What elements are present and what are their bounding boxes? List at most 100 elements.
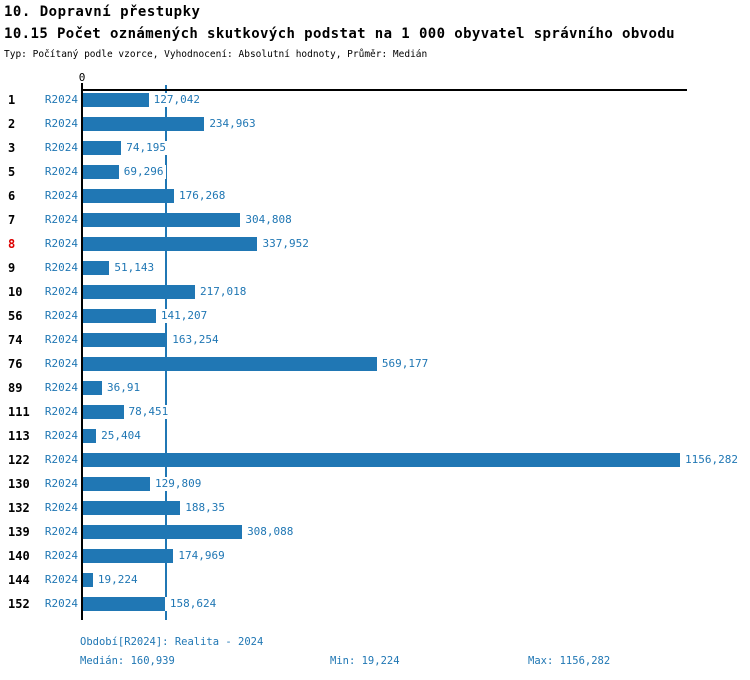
- series-label: R2024: [44, 213, 78, 226]
- value-label: 188,35: [180, 501, 227, 515]
- value-bar: [83, 597, 165, 611]
- value-label: 74,195: [121, 141, 169, 155]
- row-id-label: 113: [8, 429, 30, 443]
- series-label: R2024: [44, 189, 78, 202]
- value-bar: [83, 453, 680, 467]
- value-bar: [83, 285, 195, 299]
- value-label: 141,207: [155, 309, 210, 323]
- median-stat: Medián: 160,939: [80, 655, 175, 667]
- row-id-label: 144: [8, 573, 30, 587]
- series-label: R2024: [44, 141, 78, 154]
- series-label: R2024: [44, 357, 78, 370]
- value-label: 129,809: [150, 477, 204, 491]
- row-id-label: 140: [8, 549, 30, 563]
- indicator-meta: Typ: Počítaný podle vzorce, Vyhodnocení:…: [4, 49, 428, 60]
- row-id-label: 152: [8, 597, 30, 611]
- axis-zero-label: 0: [78, 71, 86, 84]
- median-line: [165, 85, 167, 620]
- series-label: R2024: [44, 285, 78, 298]
- value-bar: [83, 381, 103, 395]
- chart-row: 56 R2024 141,207: [0, 309, 750, 323]
- value-bar: [83, 189, 174, 203]
- chart-row: 3 R2024 74,195: [0, 141, 750, 155]
- chart-row: 2 R2024 234,963: [0, 117, 750, 131]
- chart-row: 8 R2024 337,952: [0, 237, 750, 251]
- series-label: R2024: [44, 117, 78, 130]
- value-bar: [83, 333, 168, 347]
- value-label: 36,91: [102, 381, 143, 395]
- chart-row: 144 R2024 19,224: [0, 573, 750, 587]
- chart-row: 10 R2024 217,018: [0, 285, 750, 299]
- value-bar: [83, 429, 97, 443]
- value-label: 51,143: [109, 261, 157, 275]
- series-label: R2024: [44, 525, 78, 538]
- value-label: 304,808: [240, 213, 294, 227]
- max-stat: Max: 1156,282: [528, 655, 611, 667]
- value-bar: [83, 309, 156, 323]
- value-label: 163,254: [167, 333, 221, 347]
- chart-row: 111 R2024 78,451: [0, 405, 750, 419]
- series-label: R2024: [44, 309, 78, 322]
- report-title: 10. Dopravní přestupky: [4, 4, 201, 20]
- row-id-label: 6: [8, 189, 16, 203]
- value-label: 25,404: [96, 429, 143, 443]
- row-id-label: 89: [8, 381, 23, 395]
- value-bar: [83, 141, 122, 155]
- chart-row: 89 R2024 36,91: [0, 381, 750, 395]
- row-id-label: 3: [8, 141, 16, 155]
- value-bar: [83, 501, 181, 515]
- value-bar: [83, 237, 258, 251]
- row-id-label: 56: [8, 309, 23, 323]
- value-label: 308,088: [242, 525, 296, 539]
- value-label: 78,451: [123, 405, 171, 419]
- value-label: 337,952: [257, 237, 311, 251]
- value-label: 1156,282: [680, 453, 740, 467]
- chart-row: 113 R2024 25,404: [0, 429, 750, 443]
- value-label: 69,296: [118, 165, 166, 179]
- value-label: 569,177: [376, 357, 431, 371]
- value-label: 19,224: [92, 573, 140, 587]
- chart-row: 152 R2024 158,624: [0, 597, 750, 611]
- chart-row: 7 R2024 304,808: [0, 213, 750, 227]
- series-label: R2024: [44, 549, 78, 562]
- value-label: 127,042: [148, 93, 202, 107]
- row-id-label: 9: [8, 261, 16, 275]
- series-label: R2024: [44, 429, 78, 442]
- row-id-label: 122: [8, 453, 30, 467]
- chart-row: 122 R2024 1156,282: [0, 453, 750, 467]
- chart-row: 5 R2024 69,296: [0, 165, 750, 179]
- y-axis-line: [81, 83, 83, 620]
- value-bar: [83, 261, 110, 275]
- bar-chart: 0 1 R2024 127,042 2 R2024 234,963 3 R2024 74,195…: [0, 71, 750, 625]
- row-id-label: 132: [8, 501, 30, 515]
- row-id-label: 74: [8, 333, 23, 347]
- value-label: 158,624: [164, 597, 219, 611]
- chart-row: 76 R2024 569,177: [0, 357, 750, 371]
- chart-row: 1 R2024 127,042: [0, 93, 750, 107]
- value-bar: [83, 213, 241, 227]
- min-stat: Min: 19,224: [330, 655, 400, 667]
- row-id-label: 1: [8, 93, 16, 107]
- value-label: 174,969: [173, 549, 227, 563]
- series-label: R2024: [44, 453, 78, 466]
- row-id-label: 111: [8, 405, 30, 419]
- value-label: 234,963: [204, 117, 258, 131]
- value-bar: [83, 405, 124, 419]
- chart-row: 9 R2024 51,143: [0, 261, 750, 275]
- period-label: Období[R2024]: Realita - 2024: [80, 636, 264, 648]
- chart-row: 140 R2024 174,969: [0, 549, 750, 563]
- row-id-label: 8: [8, 237, 16, 251]
- chart-row: 6 R2024 176,268: [0, 189, 750, 203]
- value-bar: [83, 165, 119, 179]
- row-id-label: 2: [8, 117, 16, 131]
- series-label: R2024: [44, 237, 78, 250]
- series-label: R2024: [44, 405, 78, 418]
- series-label: R2024: [44, 501, 78, 514]
- rows-layer: 1 R2024 127,042 2 R2024 234,963 3 R2024 74,195 5 R…: [0, 75, 750, 625]
- value-label: 176,268: [174, 189, 228, 203]
- x-axis-line: [81, 89, 687, 91]
- row-id-label: 7: [8, 213, 16, 227]
- series-label: R2024: [44, 573, 78, 586]
- series-label: R2024: [44, 477, 78, 490]
- value-bar: [83, 117, 205, 131]
